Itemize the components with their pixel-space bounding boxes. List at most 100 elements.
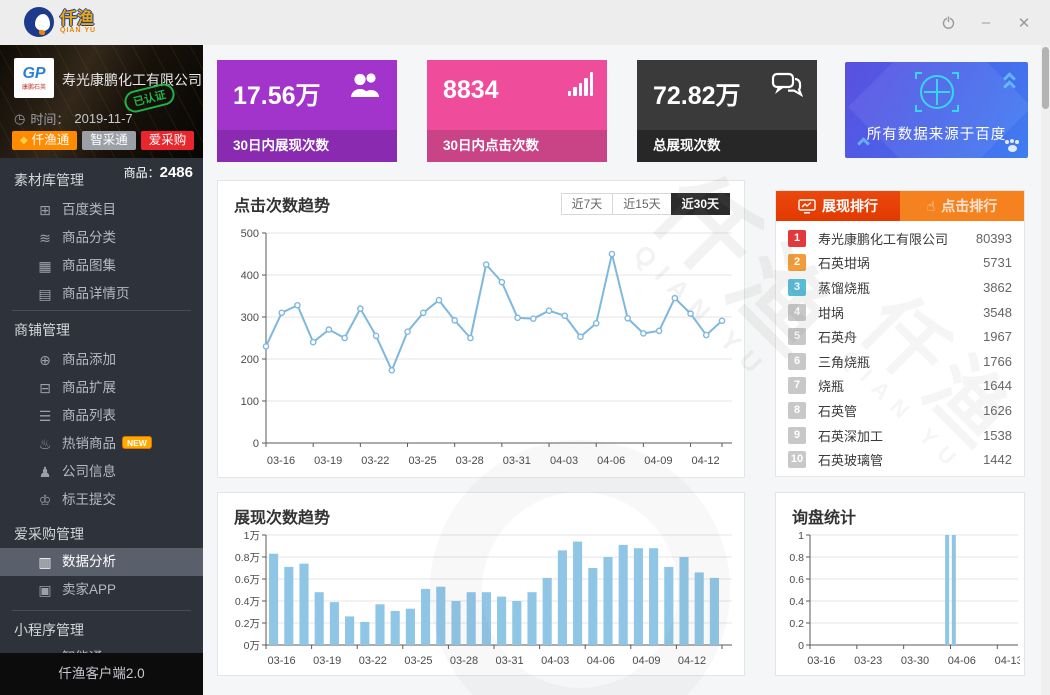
menu-divider (12, 610, 191, 611)
window-controls: – ✕ (938, 0, 1034, 45)
new-badge: NEW (122, 436, 152, 449)
grid-icon: ⊞ (39, 202, 51, 218)
rank-row: 8 石英管 1626 (788, 398, 1012, 423)
window-titlebar: 仟渔 QIAN YU – ✕ (0, 0, 1050, 45)
rank-badge: 4 (788, 303, 806, 321)
plus-circle-icon: ⊕ (39, 352, 51, 368)
svg-text:1万: 1万 (244, 530, 260, 542)
box-check-icon: ⊟ (39, 380, 51, 396)
card-total-display: 72.82万 总展现次数 (637, 60, 817, 162)
rank-row: 6 三角烧瓶 1766 (788, 349, 1012, 374)
sidebar: GP 康鹏石英 寿光康鹏化工有限公司 已认证 ◷ 时间： 2019-11-7 ◆… (0, 45, 203, 695)
sidebar-item-product-detail-page[interactable]: ▤ 商品详情页 (0, 280, 203, 308)
section-material-library: 素材库管理 (14, 172, 84, 188)
svg-text:0.2: 0.2 (789, 618, 804, 630)
display-trend-bar-chart: 0万 0.2万 0.4万 0.6万 0.8万 1万 03-16 03-19 03-22 03-25… (226, 527, 734, 674)
svg-text:03-19: 03-19 (314, 455, 342, 467)
card-value: 17.56万 (233, 82, 321, 110)
sidebar-item-zhinengtong[interactable]: ◍ 智能通 (0, 644, 203, 653)
inquiry-title: 询盘统计 (792, 510, 857, 527)
brand-subname: QIAN YU (60, 27, 97, 34)
globe-icon (914, 72, 959, 112)
sidebar-item-bidking-submit[interactable]: ♔ 标王提交 (0, 486, 203, 514)
rank-badge: 6 (788, 352, 806, 370)
sidebar-item-baidu-category[interactable]: ⊞ 百度类目 (0, 196, 203, 224)
section-aicaigou-management: 爱采购管理 (14, 526, 84, 542)
tab-display-ranking[interactable]: 展现排行 (776, 191, 900, 221)
svg-text:04-09: 04-09 (632, 655, 660, 667)
sidebar-item-product-gallery[interactable]: ▦ 商品图集 (0, 252, 203, 280)
company-name: 寿光康鹏化工有限公司 (62, 72, 202, 88)
svg-text:500: 500 (241, 228, 259, 240)
svg-text:04-06: 04-06 (587, 655, 615, 667)
rank-row: 7 烧瓶 1644 (788, 374, 1012, 399)
svg-text:04-12: 04-12 (678, 655, 706, 667)
svg-text:03-28: 03-28 (456, 455, 484, 467)
tab-last-15-days[interactable]: 近15天 (612, 193, 672, 215)
banner-text: 所有数据来源于百度 (866, 127, 1007, 143)
svg-text:0.4: 0.4 (789, 596, 804, 608)
page-icon: ▤ (38, 286, 52, 302)
clock-icon: ◷ (14, 110, 26, 126)
svg-text:0万: 0万 (244, 640, 260, 652)
rank-badge: 1 (788, 229, 806, 247)
sidebar-item-company-info[interactable]: ♟ 公司信息 (0, 458, 203, 486)
display-trend-panel: 展现次数趋势 0万 0.2万 0.4万 0.6万 0.8万 1万 03-16 03-19 03-… (217, 492, 745, 676)
svg-text:03-22: 03-22 (359, 655, 387, 667)
svg-text:0.2万: 0.2万 (235, 618, 260, 630)
shield-icon: ◆ (20, 135, 28, 146)
hand-pointer-icon: ☝ (926, 197, 936, 214)
sidebar-item-product-extend[interactable]: ⊟ 商品扩展 (0, 374, 203, 402)
company-logo: GP 康鹏石英 (14, 58, 54, 98)
sidebar-item-product-category[interactable]: ≋ 商品分类 (0, 224, 203, 252)
zhicaitong-button[interactable]: 智采通 (82, 131, 136, 150)
tab-click-ranking[interactable]: ☝ 点击排行 (900, 191, 1024, 221)
list-icon: ☰ (38, 408, 52, 424)
svg-text:1: 1 (798, 530, 804, 542)
main-scrollbar (1041, 45, 1050, 695)
card-click-30d: 8834 30日内点击次数 (427, 60, 607, 162)
card-display-30d: 17.56万 30日内展现次数 (217, 60, 397, 162)
sidebar-item-product-add[interactable]: ⊕ 商品添加 (0, 346, 203, 374)
signal-bars-icon (567, 72, 593, 96)
sidebar-item-product-list[interactable]: ☰ 商品列表 (0, 402, 203, 430)
brand-name: 仟渔 (60, 9, 94, 28)
circle-icon: ◍ (36, 644, 54, 653)
ranking-list: 1 寿光康鹏化工有限公司 80393 2 石英坩埚 5731 3 蒸馏烧瓶 3862 4 坩埚… (776, 221, 1024, 472)
scrollbar-thumb[interactable] (1042, 47, 1049, 109)
svg-text:04-12: 04-12 (691, 455, 719, 467)
sidebar-item-data-analysis[interactable]: ▥ 数据分析 (0, 548, 203, 576)
aicaigou-button[interactable]: 爱采购 (140, 131, 195, 150)
rank-row: 3 蒸馏烧瓶 3862 (788, 275, 1012, 300)
svg-text:03-16: 03-16 (268, 655, 296, 667)
layers-icon: ≋ (39, 230, 51, 246)
svg-text:0.6: 0.6 (789, 574, 804, 586)
person-icon: ♟ (38, 464, 52, 480)
flame-icon: ♨ (38, 436, 52, 452)
sidebar-company-header: GP 康鹏石英 寿光康鹏化工有限公司 已认证 ◷ 时间： 2019-11-7 ◆… (0, 45, 203, 158)
baidu-source-banner[interactable]: 所有数据来源于百度 (845, 62, 1028, 158)
svg-text:0.8: 0.8 (789, 552, 804, 564)
chat-bubbles-icon (771, 72, 804, 103)
rank-badge: 10 (788, 451, 806, 469)
sidebar-item-hot-products[interactable]: ♨ 热销商品 NEW (0, 430, 203, 458)
power-icon[interactable] (938, 13, 958, 33)
tab-last-30-days[interactable]: 近30天 (670, 193, 730, 215)
bar-chart-icon: ▥ (38, 554, 52, 570)
ranking-panel: 展现排行 ☝ 点击排行 1 寿光康鹏化工有限公司 80393 2 石英坩埚 5731 3… (775, 190, 1025, 477)
main-content: 17.56万 30日内展现次数 8834 30日内点击次数 72.82万 (203, 45, 1050, 695)
close-icon[interactable]: ✕ (1017, 14, 1031, 32)
svg-text:03-28: 03-28 (450, 655, 478, 667)
qianyutong-button[interactable]: ◆ 仟渔通 (12, 131, 78, 150)
sidebar-item-seller-app[interactable]: ▣ 卖家APP (0, 576, 203, 604)
card-value: 8834 (443, 76, 499, 104)
minimize-icon[interactable]: – (981, 14, 991, 31)
svg-text:300: 300 (241, 312, 259, 324)
svg-text:0: 0 (798, 640, 804, 652)
tab-last-7-days[interactable]: 近7天 (560, 193, 614, 215)
svg-text:0: 0 (253, 438, 259, 450)
svg-text:200: 200 (241, 354, 259, 366)
svg-text:04-03: 04-03 (550, 455, 578, 467)
click-trend-line-chart: 0 100 200 300 400 500 03-16 03-19 03-22 03-25 03-2… (226, 223, 734, 474)
svg-text:04-09: 04-09 (644, 455, 672, 467)
